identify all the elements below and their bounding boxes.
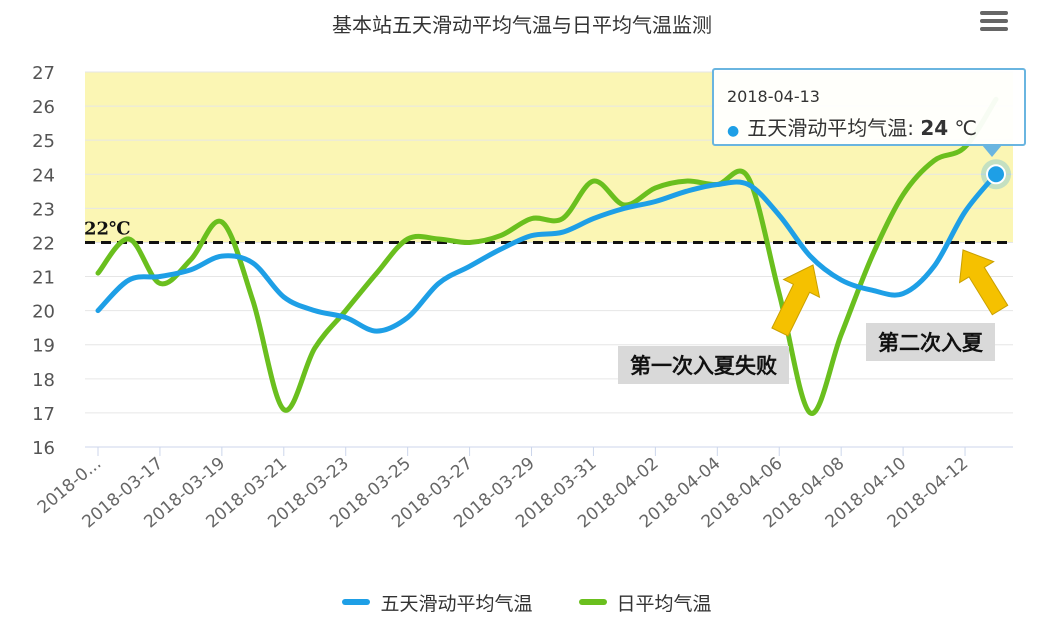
tooltip: 2018-04-13 ● 五天滑动平均气温: 24 ℃ bbox=[712, 68, 1026, 146]
threshold-label: 22℃ bbox=[84, 218, 131, 239]
menu-bar bbox=[980, 27, 1008, 31]
annotation-arrow-1 bbox=[771, 264, 821, 337]
y-tick-label: 25 bbox=[32, 131, 55, 152]
tooltip-unit: ℃ bbox=[954, 116, 977, 140]
annotation-first-summer-failed: 第一次入夏失败 bbox=[618, 346, 789, 384]
y-tick-label: 26 bbox=[32, 97, 55, 118]
series-line-daily-mean bbox=[95, 96, 999, 416]
annotation-arrow-2 bbox=[958, 249, 1009, 316]
y-tick-label: 20 bbox=[32, 302, 55, 323]
y-tick-label: 17 bbox=[32, 404, 55, 425]
y-tick-label: 24 bbox=[32, 165, 55, 186]
y-tick-label: 22 bbox=[32, 233, 55, 254]
menu-bar bbox=[980, 19, 1008, 23]
tooltip-pointer bbox=[982, 145, 1002, 157]
legend-item-five-day-mean[interactable]: 五天滑动平均气温 bbox=[342, 589, 532, 616]
tooltip-line: ● 五天滑动平均气温: 24 ℃ bbox=[727, 112, 977, 141]
tooltip-date: 2018-04-13 bbox=[727, 87, 820, 106]
y-tick-label: 19 bbox=[32, 336, 55, 357]
chart-title: 基本站五天滑动平均气温与日平均气温监测 bbox=[332, 13, 712, 37]
y-tick-label: 23 bbox=[32, 199, 55, 220]
y-tick-label: 21 bbox=[32, 268, 55, 289]
series-line-five-day-mean bbox=[95, 171, 999, 334]
legend-item-daily-mean[interactable]: 日平均气温 bbox=[578, 589, 712, 616]
tooltip-series: 五天滑动平均气温 bbox=[747, 116, 908, 140]
y-tick-label: 16 bbox=[32, 438, 55, 459]
y-tick-label: 18 bbox=[32, 370, 55, 391]
tooltip-separator: : bbox=[907, 116, 914, 140]
legend-label: 日平均气温 bbox=[616, 592, 712, 615]
hover-point-marker bbox=[986, 164, 1006, 185]
legend: 五天滑动平均气温 日平均气温 bbox=[0, 588, 1054, 616]
legend-swatch bbox=[578, 599, 607, 605]
hamburger-menu-icon[interactable] bbox=[974, 4, 1014, 38]
menu-bar bbox=[980, 11, 1008, 15]
y-tick-label: 27 bbox=[32, 63, 55, 84]
legend-swatch bbox=[342, 599, 371, 605]
legend-label: 五天滑动平均气温 bbox=[380, 592, 533, 615]
tooltip-value: 24 bbox=[920, 116, 949, 140]
tooltip-dot-icon: ● bbox=[727, 123, 740, 139]
annotation-second-summer: 第二次入夏 bbox=[866, 323, 995, 361]
